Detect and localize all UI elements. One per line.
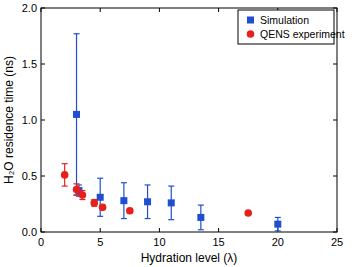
x-tick-label: 5: [97, 236, 103, 248]
error-bar: [168, 186, 174, 220]
y-tick-right: [333, 64, 337, 65]
error-bar: [198, 205, 204, 230]
y-tick-right: [333, 120, 337, 121]
point: [144, 198, 151, 205]
x-tick-top: [159, 8, 160, 12]
plot-frame: [41, 8, 337, 232]
x-axis-label: Hydration level (λ): [141, 251, 238, 265]
x-tick-label: 20: [272, 236, 284, 248]
x-tick: [159, 228, 160, 232]
x-tick: [100, 228, 101, 232]
point: [97, 194, 104, 201]
y-tick-right: [333, 176, 337, 177]
x-tick-top: [218, 8, 219, 12]
x-tick-label: 25: [331, 236, 343, 248]
y-tick: [41, 64, 45, 65]
error-bar: [275, 217, 281, 230]
y-tick: [41, 120, 45, 121]
point: [79, 191, 87, 199]
chart: 0 5 10 15 20 25 0.0 0.5 1.0 1.5 2.0 Hydration level…: [0, 0, 363, 267]
point: [126, 207, 134, 215]
y-tick: [41, 176, 45, 177]
error-bar: [74, 184, 80, 195]
error-bar: [121, 183, 127, 219]
x-tick-top: [100, 8, 101, 12]
x-tick-label: 0: [38, 236, 44, 248]
legend-label: QENS experiment: [260, 28, 345, 40]
point: [99, 204, 107, 212]
point: [197, 214, 204, 221]
error-bar: [145, 185, 151, 219]
legend: Simulation QENS experiment: [238, 10, 345, 44]
legend-marker: [247, 17, 254, 24]
y-tick-label: 0.0: [22, 226, 37, 238]
x-tick-label: 10: [153, 236, 165, 248]
point: [73, 111, 80, 118]
point: [168, 199, 175, 206]
x-tick: [218, 228, 219, 232]
point: [244, 209, 252, 217]
error-bar: [62, 164, 68, 186]
point: [274, 221, 281, 228]
point: [120, 197, 127, 204]
y-tick-label: 0.5: [22, 170, 37, 182]
legend-label: Simulation: [260, 14, 309, 26]
y-tick-label: 1.5: [22, 58, 37, 70]
error-bar: [74, 34, 80, 195]
plot-area: [61, 34, 281, 231]
error-bar: [91, 200, 97, 207]
point: [90, 199, 98, 207]
y-tick-label: 2.0: [22, 2, 37, 14]
point: [73, 186, 81, 194]
error-bar: [79, 191, 85, 200]
y-axis-label: H₂O residence time (ns): [2, 56, 16, 184]
x-tick-label: 15: [212, 236, 224, 248]
point: [61, 171, 69, 179]
legend-marker: [247, 30, 255, 38]
y-tick-label: 1.0: [22, 114, 37, 126]
